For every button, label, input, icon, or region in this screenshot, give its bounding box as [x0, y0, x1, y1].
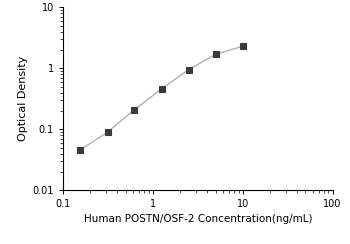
Y-axis label: Optical Density: Optical Density — [19, 56, 28, 142]
X-axis label: Human POSTN/OSF-2 Concentration(ng/mL): Human POSTN/OSF-2 Concentration(ng/mL) — [84, 214, 312, 224]
